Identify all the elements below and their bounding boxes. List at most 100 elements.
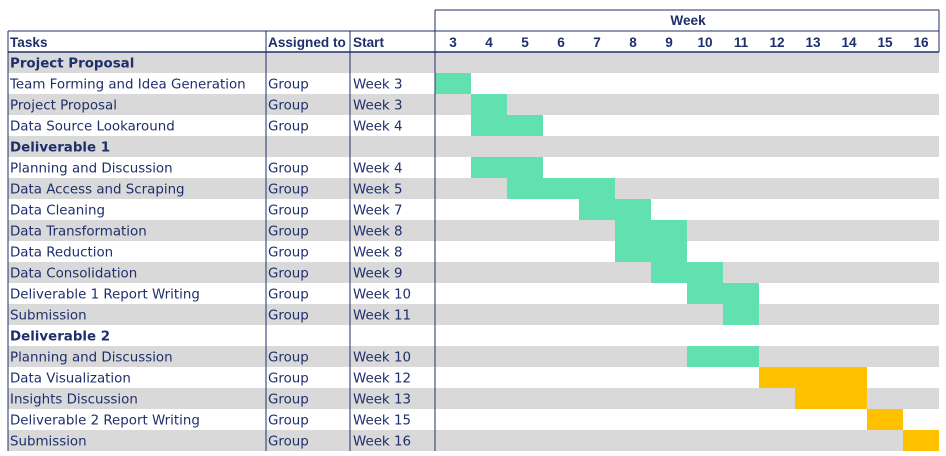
task-name: Submission xyxy=(10,309,87,324)
section-title: Project Proposal xyxy=(10,57,134,72)
grid-lines xyxy=(7,9,940,451)
task-start: Week 10 xyxy=(353,351,411,366)
section-title: Deliverable 2 xyxy=(10,330,110,345)
task-start: Week 4 xyxy=(353,120,402,135)
gantt-bar xyxy=(615,241,687,262)
task-name: Data Consolidation xyxy=(10,267,137,282)
row-stripe xyxy=(8,325,939,346)
task-assigned: Group xyxy=(268,225,309,240)
row-stripe xyxy=(8,262,939,283)
task-name: Data Access and Scraping xyxy=(10,183,185,198)
task-name: Data Source Lookaround xyxy=(10,120,175,135)
task-assigned: Group xyxy=(268,162,309,177)
gantt-bar xyxy=(507,178,615,199)
gantt-bar xyxy=(471,157,543,178)
task-start: Week 3 xyxy=(353,78,402,93)
task-name: Data Transformation xyxy=(10,225,147,240)
gantt-bar xyxy=(867,409,903,430)
gantt-bar xyxy=(435,73,471,94)
task-assigned: Group xyxy=(268,288,309,303)
task-start: Week 10 xyxy=(353,288,411,303)
task-start: Week 8 xyxy=(353,246,402,261)
row-stripe xyxy=(8,304,939,325)
task-start: Week 16 xyxy=(353,435,411,450)
gantt-bar xyxy=(759,367,867,388)
task-name: Deliverable 2 Report Writing xyxy=(10,414,200,429)
gantt-bars xyxy=(435,73,939,451)
task-start: Week 7 xyxy=(353,204,402,219)
week-tick-label: 16 xyxy=(913,35,929,50)
task-name: Submission xyxy=(10,435,87,450)
task-rows: Project Proposal Team Forming and Idea Ge… xyxy=(9,57,411,450)
task-start: Week 11 xyxy=(353,309,411,324)
row-stripe xyxy=(8,199,939,220)
task-name: Planning and Discussion xyxy=(10,351,173,366)
week-tick-label: 4 xyxy=(485,35,493,50)
week-group-header: Week xyxy=(670,13,706,28)
task-assigned: Group xyxy=(268,246,309,261)
task-assigned: Group xyxy=(268,183,309,198)
week-tick-label: 8 xyxy=(629,35,637,50)
task-name: Team Forming and Idea Generation xyxy=(9,78,246,93)
week-header-row: 3 4 5 6 7 8 9 10 11 12 13 14 15 16 xyxy=(449,35,929,50)
gantt-bar xyxy=(687,346,759,367)
task-start: Week 9 xyxy=(353,267,402,282)
row-stripe xyxy=(8,241,939,262)
task-assigned: Group xyxy=(268,267,309,282)
task-start: Week 3 xyxy=(353,99,402,114)
week-tick-label: 14 xyxy=(841,35,857,50)
task-name: Insights Discussion xyxy=(10,393,138,408)
task-assigned: Group xyxy=(268,372,309,387)
task-assigned: Group xyxy=(268,393,309,408)
week-tick-label: 12 xyxy=(769,35,785,50)
row-stripe xyxy=(8,409,939,430)
task-name: Data Reduction xyxy=(10,246,113,261)
week-tick-label: 7 xyxy=(593,35,601,50)
gantt-bar xyxy=(471,115,543,136)
week-tick-label: 15 xyxy=(877,35,893,50)
row-stripe xyxy=(8,52,939,73)
task-name: Planning and Discussion xyxy=(10,162,173,177)
task-start: Week 4 xyxy=(353,162,402,177)
task-start: Week 15 xyxy=(353,414,411,429)
assigned-column-header: Assigned to xyxy=(268,35,346,50)
gantt-bar xyxy=(615,220,687,241)
gantt-bar xyxy=(723,304,759,325)
row-stripe xyxy=(8,367,939,388)
row-stripe xyxy=(8,136,939,157)
row-stripe xyxy=(8,430,939,451)
week-tick-label: 9 xyxy=(665,35,673,50)
row-stripe xyxy=(8,73,939,94)
task-name: Deliverable 1 Report Writing xyxy=(10,288,200,303)
week-tick-label: 6 xyxy=(557,35,565,50)
section-title: Deliverable 1 xyxy=(10,141,110,156)
task-name: Data Cleaning xyxy=(10,204,105,219)
task-assigned: Group xyxy=(268,309,309,324)
week-tick-label: 10 xyxy=(697,35,712,50)
row-stripe xyxy=(8,388,939,409)
task-assigned: Group xyxy=(268,204,309,219)
task-name: Project Proposal xyxy=(10,99,117,114)
task-assigned: Group xyxy=(268,120,309,135)
week-tick-label: 13 xyxy=(805,35,821,50)
tasks-column-header: Tasks xyxy=(10,35,48,50)
task-start: Week 12 xyxy=(353,372,411,387)
task-start: Week 8 xyxy=(353,225,402,240)
task-name: Data Visualization xyxy=(10,372,131,387)
gantt-bar xyxy=(687,283,759,304)
task-assigned: Group xyxy=(268,78,309,93)
task-assigned: Group xyxy=(268,414,309,429)
gantt-bar xyxy=(903,430,939,451)
task-start: Week 13 xyxy=(353,393,411,408)
gantt-bar xyxy=(651,262,723,283)
start-column-header: Start xyxy=(353,35,384,50)
week-tick-label: 5 xyxy=(521,35,529,50)
week-tick-label: 11 xyxy=(734,35,749,50)
row-stripe xyxy=(8,178,939,199)
task-assigned: Group xyxy=(268,435,309,450)
task-assigned: Group xyxy=(268,99,309,114)
gantt-bar xyxy=(579,199,651,220)
gantt-bar xyxy=(795,388,867,409)
task-start: Week 5 xyxy=(353,183,402,198)
